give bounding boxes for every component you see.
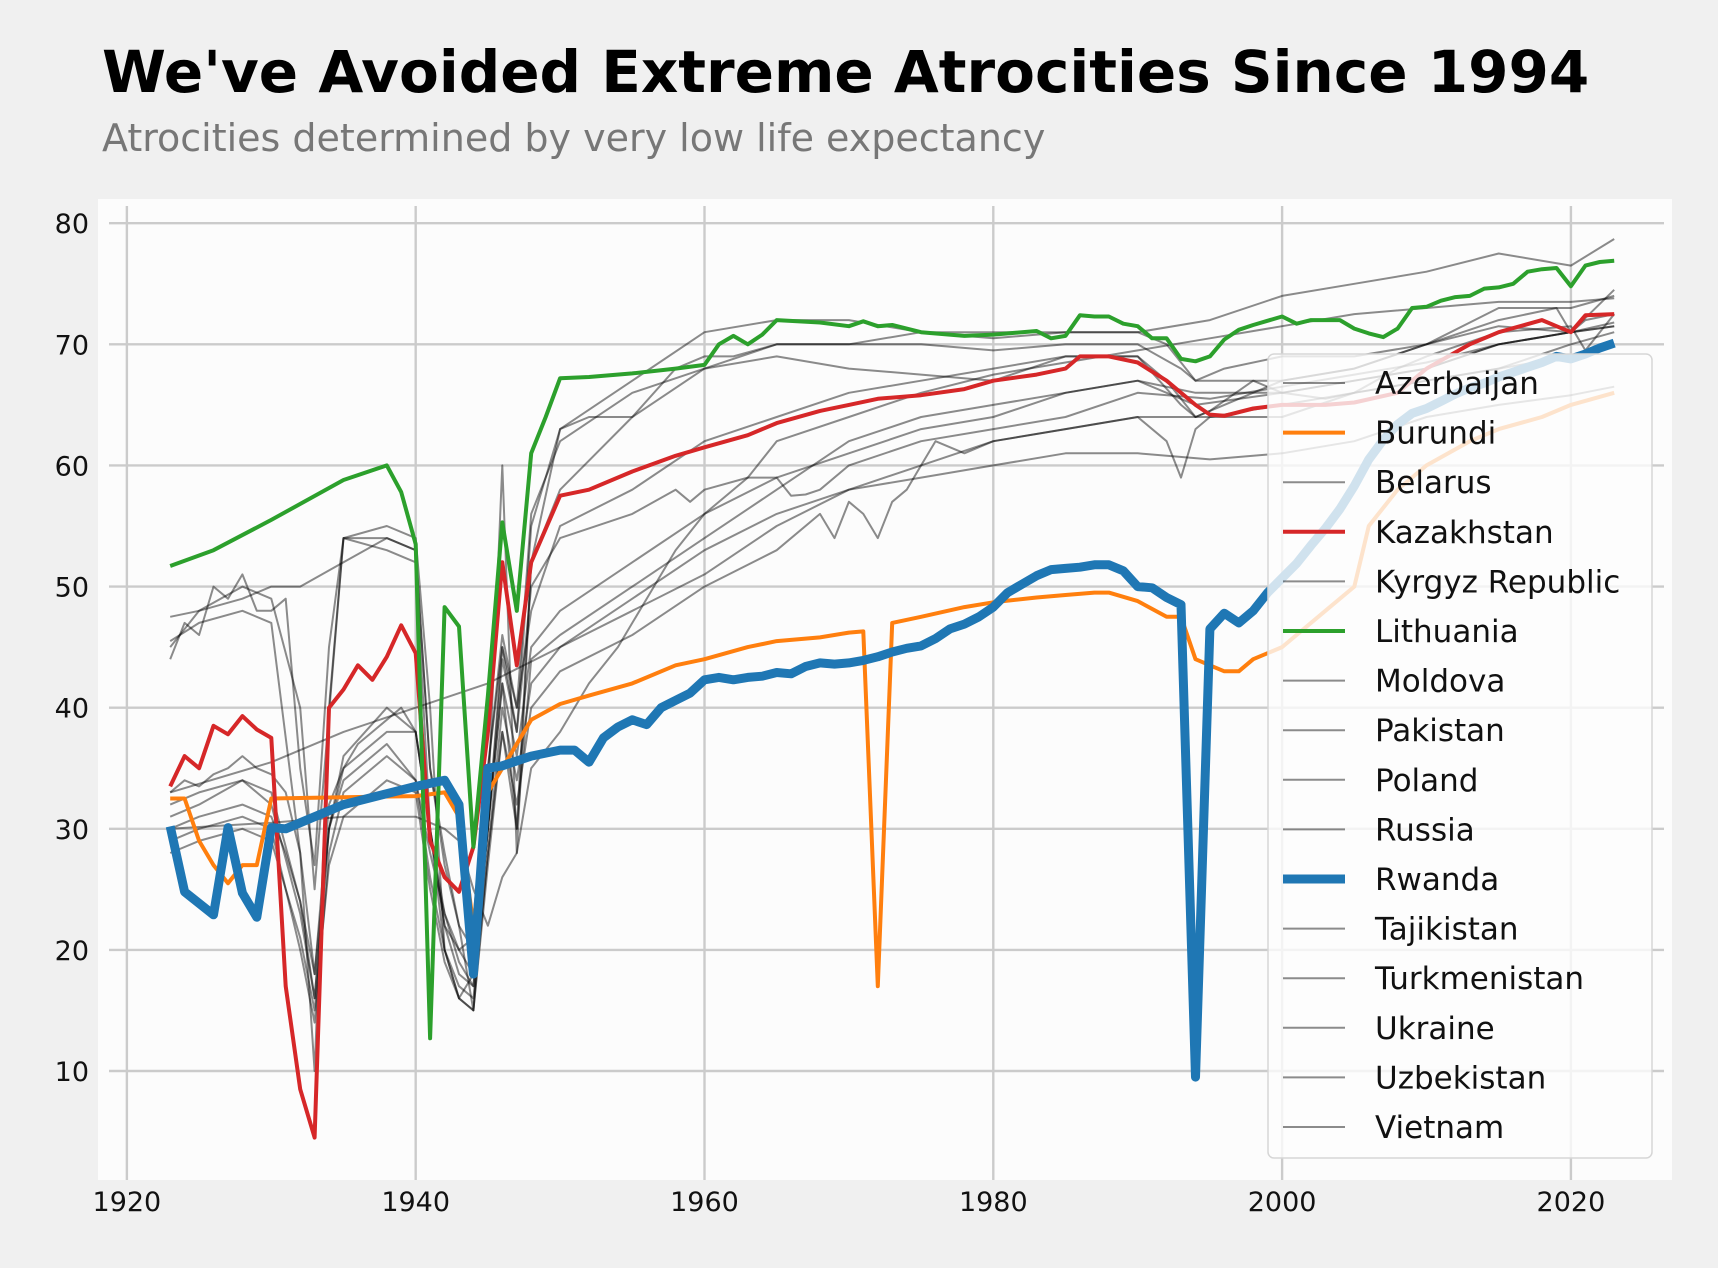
legend-label-uzbekistan: Uzbekistan bbox=[1375, 1060, 1546, 1096]
x-tick-label: 2000 bbox=[1248, 1187, 1317, 1218]
series-line-kyrgyz-republic bbox=[169, 325, 1615, 976]
x-tick-label: 1960 bbox=[670, 1187, 739, 1218]
legend-label-burundi: Burundi bbox=[1375, 416, 1496, 452]
x-tick-label: 2020 bbox=[1537, 1187, 1606, 1218]
legend-label-rwanda: Rwanda bbox=[1375, 862, 1499, 898]
legend-box bbox=[1267, 353, 1653, 1159]
legend-label-turkmenistan: Turkmenistan bbox=[1374, 961, 1584, 997]
legend-label-pakistan: Pakistan bbox=[1375, 713, 1505, 749]
y-tick-label: 60 bbox=[55, 451, 89, 482]
x-tick-label: 1980 bbox=[959, 1187, 1028, 1218]
legend-label-vietnam: Vietnam bbox=[1375, 1110, 1504, 1146]
series-line-turkmenistan bbox=[169, 343, 1615, 1012]
series-line-belarus bbox=[169, 294, 1615, 1000]
legend-label-kazakhstan: Kazakhstan bbox=[1375, 515, 1554, 551]
y-tick-label: 80 bbox=[55, 209, 89, 240]
series-line-tajikistan bbox=[169, 331, 1615, 1024]
legend-label-poland: Poland bbox=[1375, 763, 1479, 799]
legend-label-tajikistan: Tajikistan bbox=[1374, 912, 1519, 948]
y-tick-label: 50 bbox=[55, 573, 89, 604]
legend-label-azerbaijan: Azerbaijan bbox=[1375, 366, 1539, 402]
y-tick-label: 70 bbox=[55, 330, 89, 361]
legend-label-moldova: Moldova bbox=[1375, 664, 1505, 700]
legend-label-russia: Russia bbox=[1375, 812, 1475, 848]
legend-label-kyrgyz-republic: Kyrgyz Republic bbox=[1375, 564, 1620, 600]
axis-ticks: 1920 1940 1960 1980 2000 2020 10 20 30 40 50 60 70 80 bbox=[55, 209, 1606, 1218]
series-line-lithuania bbox=[169, 258, 1615, 1041]
series-line-azerbaijan bbox=[169, 307, 1615, 976]
x-tick-label: 1940 bbox=[381, 1187, 450, 1218]
legend-label-ukraine: Ukraine bbox=[1375, 1011, 1495, 1047]
chart-title: We've Avoided Extreme Atrocities Since 1… bbox=[102, 38, 1590, 106]
chart-subtitle: Atrocities determined by very low life e… bbox=[102, 116, 1046, 160]
x-tick-label: 1920 bbox=[93, 1187, 162, 1218]
y-tick-label: 20 bbox=[55, 936, 89, 967]
legend: Azerbaijan Burundi Belarus Kazakhstan Kyrgyz… bbox=[1267, 353, 1653, 1159]
series-line-ukraine bbox=[169, 289, 1615, 1072]
y-tick-label: 10 bbox=[55, 1057, 89, 1088]
y-tick-label: 40 bbox=[55, 694, 89, 725]
legend-label-lithuania: Lithuania bbox=[1375, 614, 1519, 650]
series-line-uzbekistan bbox=[169, 325, 1615, 1000]
legend-label-belarus: Belarus bbox=[1375, 465, 1492, 501]
y-tick-label: 30 bbox=[55, 815, 89, 846]
series-line-poland bbox=[169, 238, 1615, 951]
